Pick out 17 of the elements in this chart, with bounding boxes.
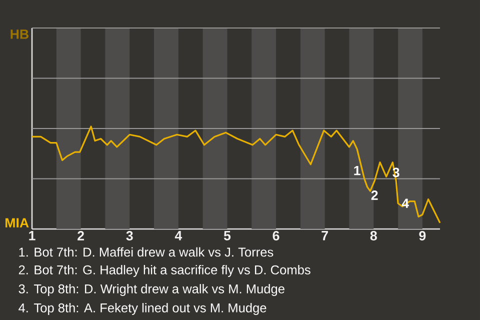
annotation: 1 (354, 166, 360, 176)
x-tick-label: 1 (29, 231, 36, 240)
text: 3. Top 8th: D. Wright drew a walk vs M. Mudge (18, 284, 284, 296)
annotation: 2 (371, 190, 378, 200)
x-tick-label: 4 (174, 231, 182, 240)
x-tick-label: 2 (78, 231, 84, 240)
text: 4. Top 8th: A. Fekety lined out vs M. Mudge (18, 303, 266, 315)
x-tick-label: 7 (322, 231, 328, 240)
x-tick-label: 3 (126, 231, 133, 240)
x-tick-label: 6 (272, 231, 280, 240)
x-tick-label: 5 (224, 231, 231, 240)
text: 2. Bot 7th: G. Hadley hit a sacrifice fly vs D. Combs (18, 265, 310, 277)
x-tick-label: 8 (370, 231, 377, 240)
text: HB (10, 30, 28, 39)
x-tick-label: 9 (419, 231, 426, 240)
text: 1. Bot 7th: D. Maffei drew a walk vs J. Torres (19, 247, 274, 257)
text: MIA (6, 218, 29, 228)
